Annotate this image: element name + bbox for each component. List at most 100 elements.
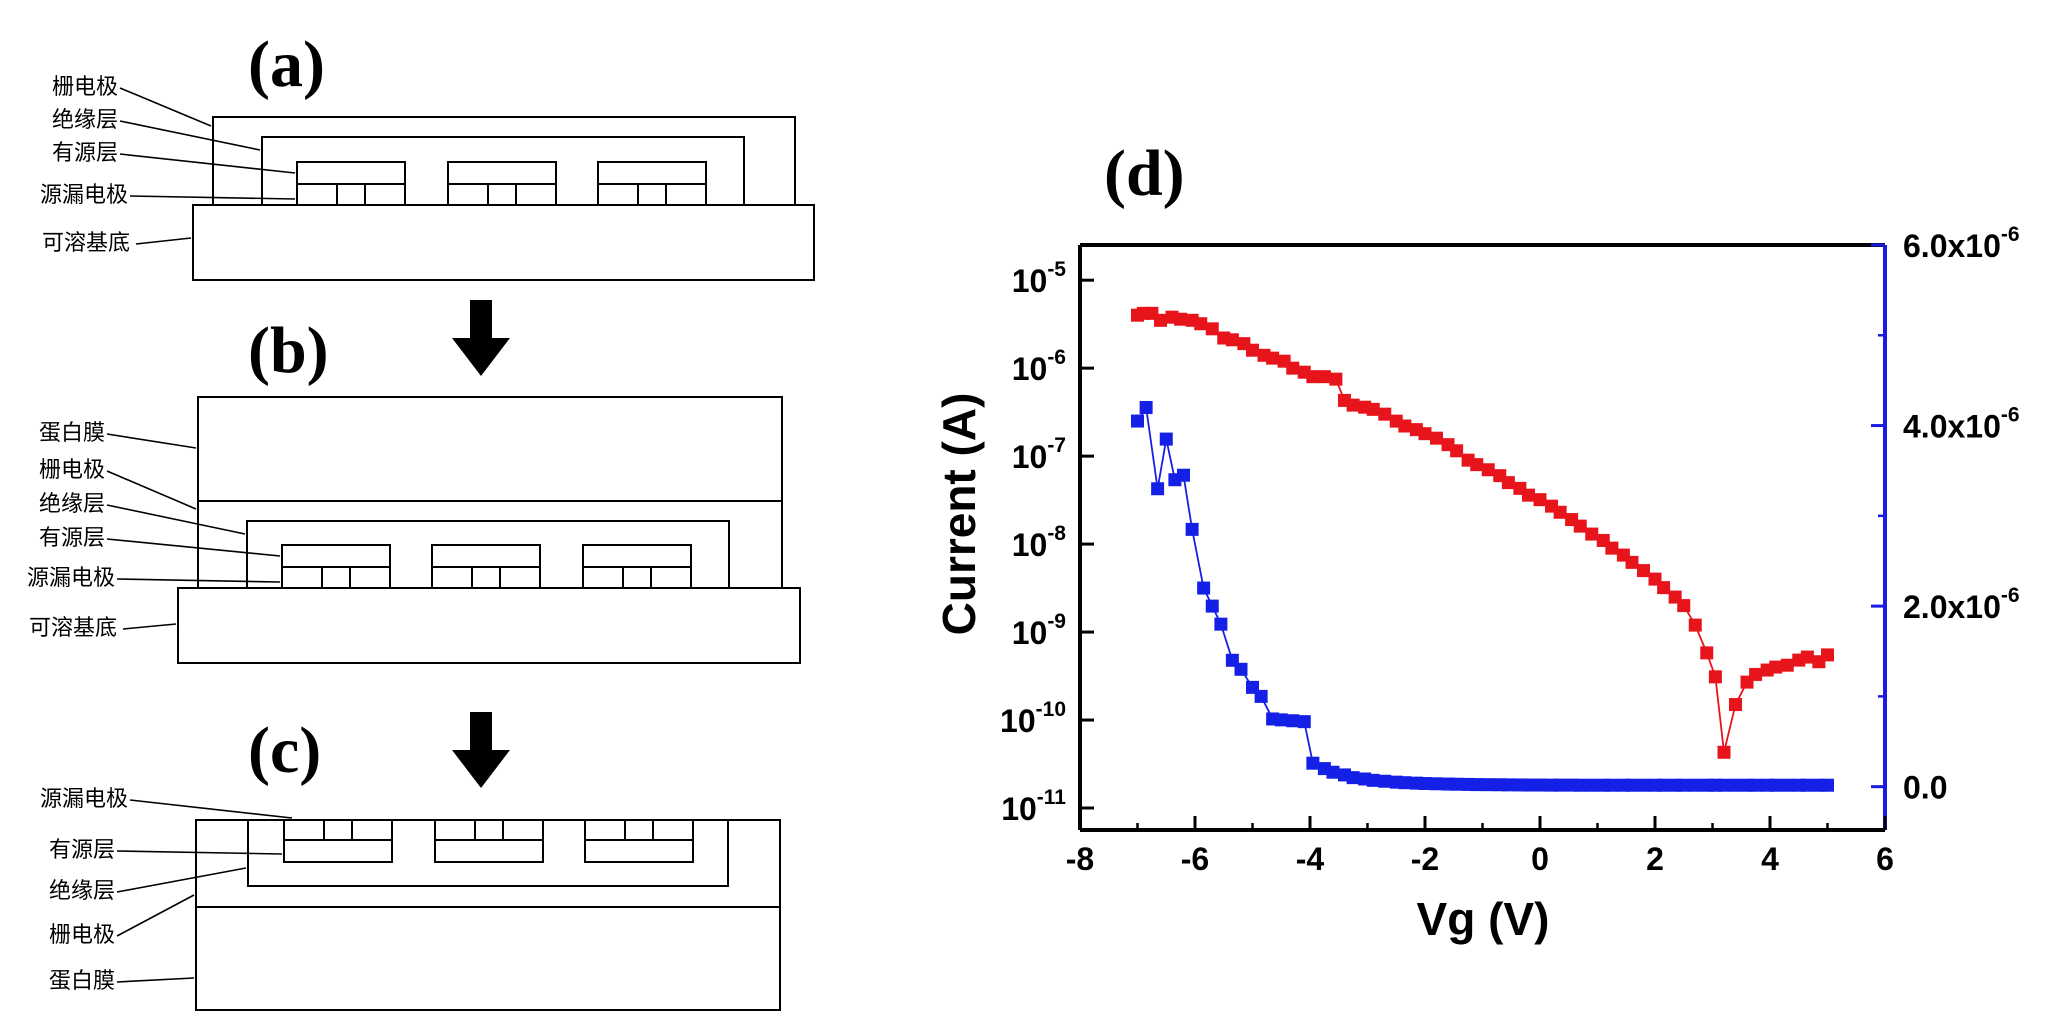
label-c-active: 有源层: [49, 838, 115, 863]
series-0-point: [1306, 370, 1320, 384]
series-1-point: [1254, 689, 1268, 703]
x-tick-label: -6: [1181, 841, 1209, 877]
label-b-insulator: 绝缘层: [39, 492, 105, 517]
series-1-point: [1418, 777, 1432, 791]
series-0-point: [1585, 527, 1599, 541]
label-c-protein: 蛋白膜: [49, 969, 115, 994]
label-a-substrate: 可溶基底: [42, 231, 130, 256]
series-1-point: [1306, 756, 1320, 770]
series-0-point: [1205, 322, 1219, 336]
y-axis-title: Current (A): [933, 393, 985, 636]
label-b-gate: 栅电极: [39, 458, 105, 483]
series-0-point: [1286, 361, 1300, 375]
series-0-point: [1418, 427, 1432, 441]
label-c-gate: 栅电极: [49, 923, 115, 948]
series-1-point: [1366, 773, 1380, 787]
series-1-point: [1151, 482, 1165, 496]
fabrication-diagrams: (a) 栅电极 绝缘层 有源层 源漏电极 可溶基底 (b): [27, 28, 815, 1011]
panel-d-label: (d): [1104, 137, 1185, 210]
panel-b: (b) 蛋白膜 栅电极 绝缘层 有源层 源漏电极 可溶基底: [27, 314, 801, 664]
series-0-point: [1366, 402, 1380, 416]
series-1-point: [1729, 778, 1742, 792]
series-0-point: [1821, 648, 1834, 662]
series-1-point: [1821, 778, 1834, 792]
y-left-tick-label: 10-6: [1012, 346, 1066, 387]
label-a-active: 有源层: [52, 141, 118, 166]
y-right-tick-label: 0.0: [1903, 770, 1947, 806]
series-1-point: [1522, 778, 1535, 792]
x-tick-label: 2: [1646, 841, 1664, 877]
series-0-point: [1605, 541, 1619, 555]
series-1-point: [1657, 778, 1671, 792]
protein-film-b: [197, 396, 783, 502]
series-0-point: [1717, 745, 1731, 759]
series-0-point: [1329, 372, 1343, 386]
series-1-point: [1573, 778, 1587, 792]
series-0-point: [1625, 555, 1639, 569]
series-0-point: [1749, 667, 1763, 681]
series-1-point: [1605, 778, 1619, 792]
series-1-point: [1501, 778, 1515, 792]
series-1-point: [1430, 777, 1443, 791]
protein-film-c: [195, 906, 781, 1011]
series-0-point: [1450, 444, 1464, 458]
series-0-point: [1481, 463, 1495, 477]
y-right-tick-label: 6.0x10-6: [1903, 223, 2020, 264]
label-c-source-drain: 源漏电极: [40, 787, 128, 812]
series-0-point: [1657, 581, 1671, 595]
label-b-source-drain: 源漏电极: [27, 566, 115, 591]
label-b-protein: 蛋白膜: [39, 421, 105, 446]
series-0-point: [1154, 313, 1167, 327]
x-tick-label: -4: [1296, 841, 1325, 877]
panel-b-label: (b): [248, 314, 329, 387]
series-0-point: [1174, 312, 1188, 326]
series-1-point: [1553, 778, 1567, 792]
series-0-line: [1137, 312, 1829, 753]
soluble-substrate-a: [192, 204, 815, 281]
x-tick-label: -2: [1411, 841, 1439, 877]
series-0-point: [1522, 488, 1535, 502]
x-tick-label: 6: [1876, 841, 1894, 877]
insulator-layer-a: [261, 136, 745, 206]
series-1-point: [1185, 522, 1199, 536]
series-0-point: [1769, 660, 1783, 674]
label-a-insulator: 绝缘层: [52, 108, 118, 133]
axes: -8 -6 -4 -2 0 2 4 6 10-5 10-6 10-7 10-8 10-9 10-10 10-…: [1000, 223, 2020, 877]
active-layer-group-c: [283, 819, 694, 863]
series-0-point: [1553, 505, 1567, 519]
series-1-point: [1450, 777, 1464, 791]
series-1-point: [1131, 414, 1144, 428]
soluble-substrate-b: [177, 587, 801, 664]
series-0-point: [1470, 458, 1484, 472]
series-1-point: [1769, 778, 1783, 792]
panel-c: (c) 源漏电极 有源层 绝缘层 栅电极 蛋白膜: [40, 714, 781, 1011]
series-0-point: [1346, 398, 1360, 412]
series-1-point: [1780, 778, 1794, 792]
series-1-point: [1139, 401, 1153, 414]
series-1-point: [1197, 581, 1211, 595]
series-1-point: [1286, 714, 1300, 728]
series-0-point: [1317, 370, 1331, 384]
series-0-point: [1708, 670, 1722, 684]
series-1-point: [1625, 778, 1639, 792]
y-left-tick-label: 10-7: [1012, 434, 1066, 475]
series-1-point: [1378, 774, 1392, 788]
label-b-active: 有源层: [39, 526, 105, 551]
series-1-point: [1346, 771, 1360, 785]
series-1-point: [1688, 778, 1702, 792]
x-tick-label: 0: [1531, 841, 1549, 877]
label-a-source-drain: 源漏电极: [40, 183, 128, 208]
series-0-point: [1246, 343, 1259, 357]
series-1-point: [1205, 599, 1219, 613]
y-left-tick-label: 10-8: [1012, 522, 1067, 563]
y-left-tick-label: 10-5: [1012, 258, 1067, 299]
label-a-gate: 栅电极: [52, 75, 118, 100]
active-layer-group-b: [281, 544, 692, 589]
panel-c-label: (c): [248, 714, 321, 787]
active-layer-group-a: [296, 161, 707, 206]
series-0-point: [1194, 317, 1208, 331]
y-left-tick-label: 10-11: [1001, 786, 1066, 827]
x-axis-title: Vg (V): [1417, 893, 1550, 945]
down-arrow-icon: [452, 712, 510, 788]
down-arrow-icon: [452, 300, 510, 376]
